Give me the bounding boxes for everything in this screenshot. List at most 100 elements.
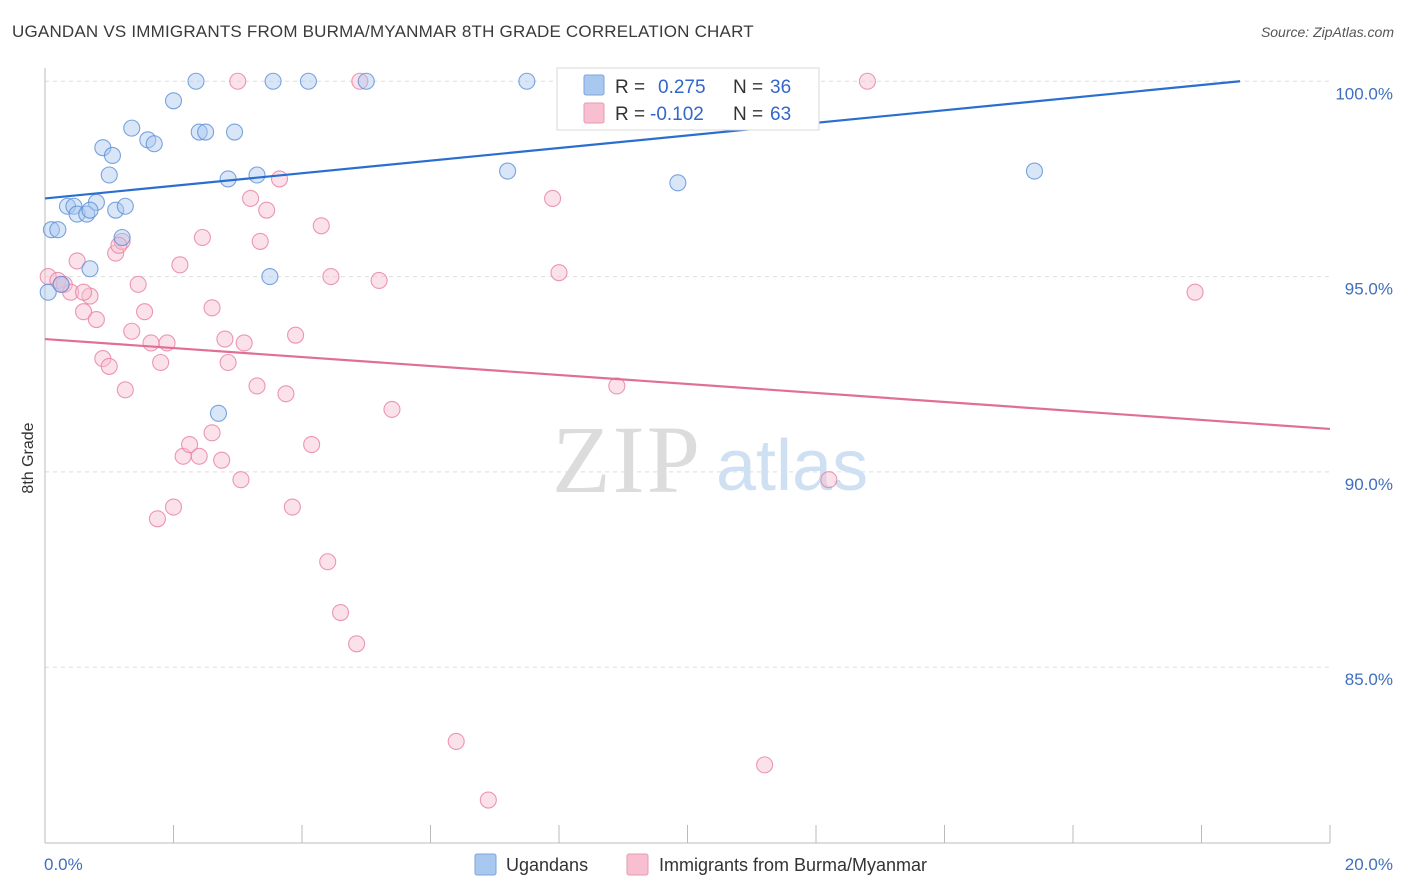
data-point — [187, 72, 205, 90]
data-point — [39, 283, 57, 301]
legend-r-value: -0.102 — [650, 104, 704, 125]
data-point — [229, 72, 247, 90]
data-point — [383, 400, 401, 418]
data-point — [100, 357, 118, 375]
data-point — [283, 498, 301, 516]
trend-layer — [44, 80, 1331, 431]
data-point — [197, 123, 215, 141]
data-point — [213, 451, 231, 469]
data-point — [242, 189, 260, 207]
y-tick-label: 95.0% — [1345, 280, 1393, 299]
data-point — [75, 303, 93, 321]
data-point — [100, 166, 118, 184]
data-point — [261, 268, 279, 286]
data-point — [756, 756, 774, 774]
data-point — [123, 119, 141, 137]
data-point — [479, 791, 497, 809]
data-point — [113, 228, 131, 247]
data-point — [225, 123, 244, 141]
source-label: Source: ZipAtlas.com — [1260, 24, 1394, 40]
data-point — [190, 447, 208, 465]
data-point — [148, 510, 166, 528]
trend-line-ugandans — [44, 80, 1241, 200]
data-point — [258, 201, 276, 219]
data-point — [116, 381, 134, 399]
series-ugandans — [39, 72, 1043, 422]
data-point — [370, 271, 388, 290]
watermark-zip: ZIP — [552, 406, 702, 513]
data-point — [49, 221, 67, 239]
data-point — [129, 275, 147, 293]
data-point — [123, 322, 141, 340]
data-point — [858, 72, 876, 90]
x-tick-label: 0.0% — [44, 855, 83, 874]
data-point — [75, 283, 93, 301]
data-point — [270, 170, 289, 188]
data-point — [447, 732, 465, 750]
legend-swatch-ugandans — [583, 74, 605, 96]
legend-n-value: 36 — [770, 77, 791, 98]
legend-swatch-burma — [583, 102, 605, 124]
legend-r-value: 0.275 — [658, 77, 706, 98]
data-point — [518, 72, 536, 90]
data-point — [164, 92, 183, 110]
data-point — [550, 264, 568, 282]
legend-r-label: R = — [615, 104, 645, 125]
data-point — [820, 471, 838, 489]
legend-bottom-label-ugandans: Ugandans — [506, 855, 588, 875]
data-point — [171, 256, 189, 274]
data-point — [142, 334, 160, 352]
legend-bottom-swatch-ugandans — [474, 853, 497, 876]
data-point — [348, 635, 366, 653]
legend-n-value: 63 — [770, 104, 791, 125]
data-point — [68, 252, 86, 270]
data-point — [277, 385, 295, 403]
data-point — [203, 299, 221, 317]
data-point — [608, 377, 626, 395]
data-point — [136, 303, 154, 321]
data-point — [299, 72, 317, 90]
legend-bottom-label-burma: Immigrants from Burma/Myanmar — [659, 855, 927, 875]
legend-bottom: Ugandans Immigrants from Burma/Myanmar — [474, 853, 927, 876]
data-point — [251, 232, 269, 250]
data-point — [331, 603, 350, 622]
watermark-atlas: atlas — [716, 426, 868, 506]
data-point — [1025, 162, 1043, 180]
data-point — [145, 135, 163, 153]
series-layer — [39, 72, 1204, 809]
x-tick-label: 20.0% — [1345, 855, 1393, 874]
data-point — [264, 72, 282, 90]
data-point — [193, 228, 211, 247]
legend-top: R = 0.275 N = 36 R = -0.102 N = 63 — [556, 67, 820, 131]
axes: 0.0% 20.0% — [44, 68, 1393, 874]
data-point — [499, 162, 517, 180]
data-point — [152, 353, 170, 372]
legend-r-label: R = — [615, 77, 645, 98]
data-point — [235, 334, 253, 352]
data-point — [357, 72, 375, 90]
trend-line-burma — [44, 337, 1331, 431]
data-point — [219, 353, 237, 372]
data-point — [287, 326, 305, 344]
legend-n-label: N = — [733, 77, 763, 98]
data-point — [103, 146, 122, 165]
data-point — [81, 201, 99, 219]
data-point — [1186, 283, 1204, 301]
watermark: ZIP atlas — [552, 406, 868, 513]
data-point — [116, 197, 134, 215]
data-point — [52, 275, 70, 293]
data-point — [181, 435, 199, 454]
chart-title: UGANDAN VS IMMIGRANTS FROM BURMA/MYANMAR… — [12, 22, 754, 41]
data-point — [81, 260, 99, 278]
y-axis-title: 8th Grade — [20, 422, 37, 493]
data-point — [209, 404, 228, 422]
data-point — [669, 174, 687, 192]
data-point — [312, 217, 330, 235]
data-point — [164, 498, 183, 516]
data-point — [203, 424, 221, 442]
data-point — [303, 435, 321, 454]
data-point — [87, 310, 105, 329]
y-tick-label: 85.0% — [1345, 670, 1393, 689]
y-tick-label: 90.0% — [1345, 475, 1393, 494]
